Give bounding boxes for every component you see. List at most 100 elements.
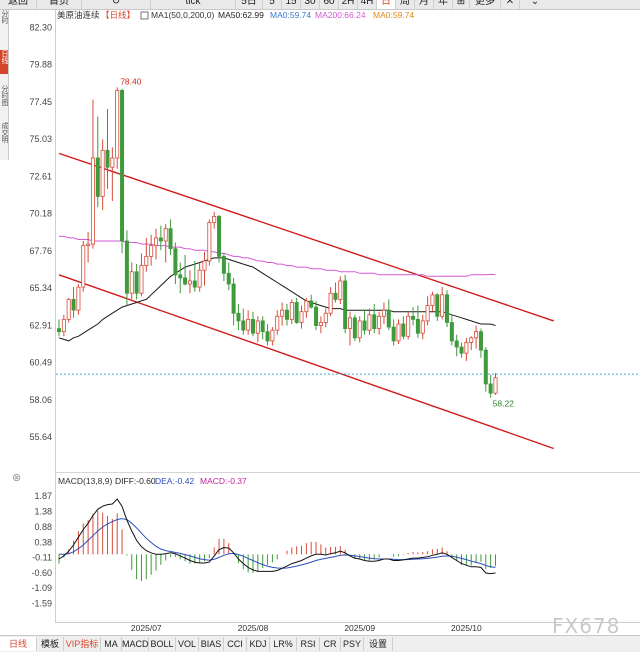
candle-body: [420, 320, 425, 334]
tab-ma[interactable]: MA: [101, 637, 122, 651]
candle-body: [105, 149, 110, 168]
candle-body: [57, 328, 62, 333]
macd-legend-name: MACD(13,8,9): [58, 476, 112, 486]
tab-boll[interactable]: BOLL: [149, 637, 176, 651]
tab-vol[interactable]: VOL: [176, 637, 199, 651]
candle-body: [90, 157, 95, 245]
candle-body: [411, 315, 416, 320]
candle-body: [464, 342, 469, 354]
refresh-icon[interactable]: ↻: [82, 0, 151, 9]
home-button[interactable]: 首页: [37, 0, 82, 9]
macd-tick-label: -1.09: [31, 583, 52, 593]
price-tick-label: 79.88: [29, 60, 52, 70]
candle-body: [299, 311, 304, 323]
candle-body: [76, 286, 81, 311]
tab-psy[interactable]: PSY: [341, 637, 364, 651]
candle-body: [454, 340, 459, 348]
tab-cr[interactable]: CR: [320, 637, 341, 651]
date-axis: 2025/07 2025/08 2025/09 2025/10: [131, 623, 482, 633]
candle-body: [386, 309, 391, 328]
candle-body: [212, 216, 217, 223]
tab-15min[interactable]: 15: [282, 0, 301, 9]
candle-body: [289, 302, 294, 320]
macd-legend-dea: DEA:-0.42: [155, 476, 194, 486]
legend-ma1: MA1(50,0,200,0): [151, 10, 214, 20]
candle-body: [71, 299, 76, 311]
tab-cci[interactable]: CCI: [224, 637, 247, 651]
macd-toggle-icon[interactable]: ⊗: [12, 472, 21, 484]
tab-year[interactable]: 年: [434, 0, 453, 9]
candle-body: [149, 245, 154, 257]
tab-day[interactable]: 日: [377, 0, 396, 9]
candle-body: [343, 280, 348, 330]
tab-4h[interactable]: 4H: [358, 0, 377, 9]
view-intraday[interactable]: 分时: [1, 10, 8, 24]
candle-body: [406, 315, 411, 337]
candle-body: [81, 245, 86, 288]
price-tick-label: 62.91: [29, 320, 52, 330]
refresh-glyph: ↻: [111, 0, 121, 7]
candle-body: [192, 280, 197, 288]
legend-ma0: MA0:59.74: [270, 10, 311, 20]
macd-legend-macd: MACD:-0.37: [200, 476, 247, 486]
view-trades[interactable]: 成交明细: [1, 122, 8, 143]
candle-body: [217, 216, 222, 257]
tab-kdj[interactable]: KDJ: [247, 637, 270, 651]
tab-lr[interactable]: LR%: [270, 637, 297, 651]
candle-body: [488, 383, 493, 394]
candle-body: [415, 318, 420, 334]
candle-body: [469, 337, 474, 343]
back-button[interactable]: 返回: [0, 0, 37, 9]
candle-body: [381, 309, 386, 317]
price-annotations: 78.40 58.22: [120, 76, 514, 408]
date-tick-label: 2025/08: [238, 623, 269, 633]
candle-body: [178, 274, 183, 279]
candle-body: [309, 300, 314, 308]
tab-bias[interactable]: BIAS: [199, 637, 224, 651]
macd-axis: 1.87 1.38 0.88 0.38 -0.11 -0.60 -1.09 -1.59: [31, 491, 52, 608]
macd-legend-diff: DIFF:-0.60: [115, 476, 156, 486]
tab-tick[interactable]: tick: [151, 0, 236, 9]
candle-body: [333, 292, 338, 300]
trend-channel: [56, 152, 640, 450]
more-button[interactable]: 更多: [470, 0, 501, 9]
tab-rsi[interactable]: RSI: [297, 637, 320, 651]
grid-icon[interactable]: ⊞: [453, 0, 470, 9]
tab-daily[interactable]: 日线: [0, 637, 37, 651]
tab-5day[interactable]: 5日: [236, 0, 263, 9]
candle-body: [168, 228, 173, 250]
collapse-icon[interactable]: ⌄: [520, 0, 550, 9]
legend-ma0b: MA0:59.74: [373, 10, 414, 20]
tab-30min[interactable]: 30: [301, 0, 320, 9]
tab-vip-indicator[interactable]: VIP指标: [64, 637, 101, 651]
view-daily[interactable]: 日线: [0, 50, 8, 74]
candle-body: [435, 294, 440, 317]
candle-body: [425, 305, 430, 322]
tab-5min[interactable]: 5: [263, 0, 282, 9]
collapse-glyph: ⌄: [530, 0, 540, 7]
view-intraday-chart[interactable]: 分时图: [1, 85, 8, 106]
candle-body: [372, 314, 377, 330]
candle-body: [440, 294, 445, 317]
macd-tick-label: -0.60: [31, 568, 52, 578]
tab-settings[interactable]: 设置: [364, 637, 393, 651]
candle-body: [120, 89, 125, 242]
candle-body: [357, 320, 362, 339]
tab-month[interactable]: 月: [415, 0, 434, 9]
tab-2h[interactable]: 2H: [339, 0, 358, 9]
price-tick-label: 58.06: [29, 395, 52, 405]
tab-macd[interactable]: MACD: [122, 637, 149, 651]
candle-body: [493, 377, 498, 394]
candle-body: [95, 157, 100, 197]
candle-body: [430, 294, 435, 306]
price-tick-label: 82.30: [29, 22, 52, 32]
settings-icon[interactable]: [140, 11, 149, 20]
macd-tick-label: 0.88: [34, 522, 52, 532]
candle-body: [202, 260, 207, 271]
tab-week[interactable]: 周: [396, 0, 415, 9]
close-icon[interactable]: ✕: [501, 0, 520, 9]
tab-60min[interactable]: 60: [320, 0, 339, 9]
tab-template[interactable]: 模板: [37, 637, 64, 651]
price-tick-label: 65.34: [29, 283, 52, 293]
